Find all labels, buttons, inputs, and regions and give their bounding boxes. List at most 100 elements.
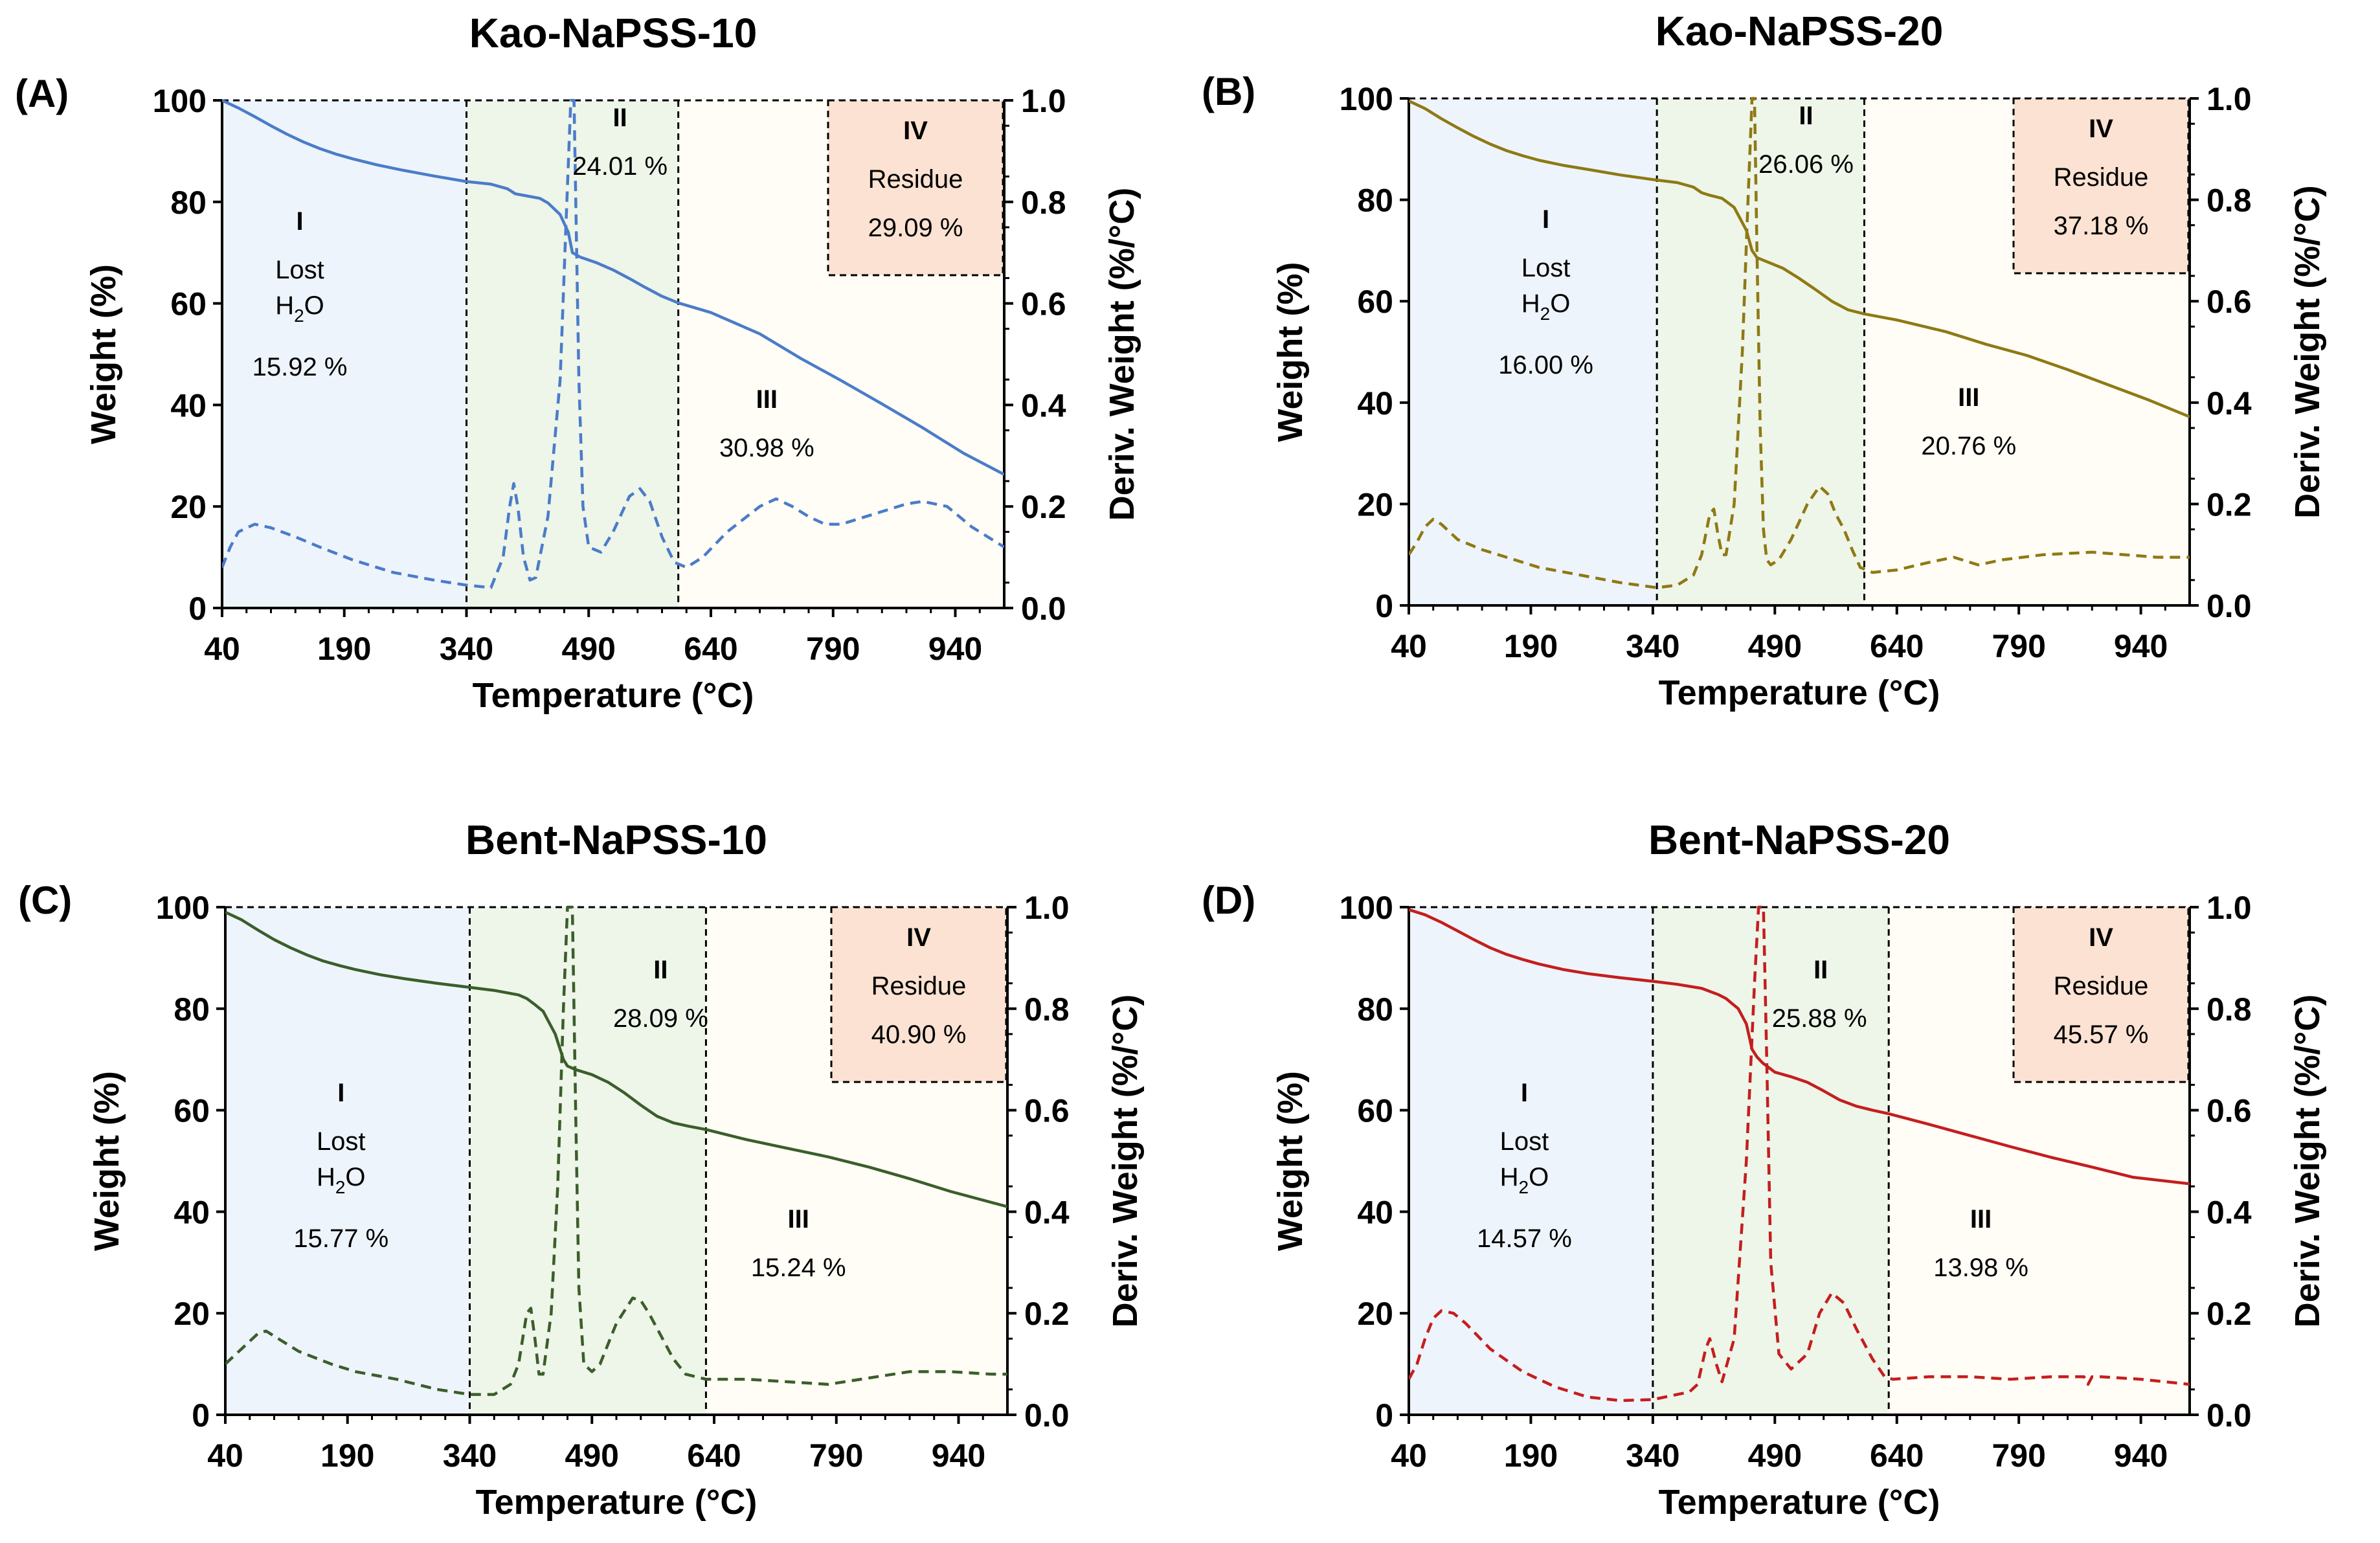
region-iii-value: 20.76 % — [1921, 432, 2016, 460]
h2o-subscript: 2 — [294, 306, 304, 326]
y-right-tick-label: 1.0 — [1024, 890, 1070, 926]
region-ii-background — [1657, 98, 1865, 605]
region-i-h2o-text: H2O — [317, 1163, 366, 1197]
x-tick-label: 640 — [687, 1437, 741, 1474]
x-tick-label: 190 — [317, 631, 371, 667]
y-right-tick-label: 0.4 — [1021, 387, 1066, 423]
x-tick-label: 940 — [928, 631, 982, 667]
panel-label: (D) — [1202, 879, 1255, 922]
panel-title: Bent-NaPSS-10 — [466, 817, 767, 863]
x-tick-label: 340 — [440, 631, 493, 667]
region-i-label: I — [1542, 205, 1549, 234]
y-left-tick-label: 0 — [188, 591, 207, 627]
y-left-axis-label: Weight (%) — [87, 1071, 126, 1251]
residue-label: Residue — [868, 165, 963, 194]
panel-label: (C) — [18, 879, 72, 922]
y-left-tick-label: 60 — [170, 286, 207, 322]
region-iii-value: 13.98 % — [1933, 1254, 2028, 1282]
x-tick-label: 790 — [1992, 628, 2045, 664]
region-iv-value: 29.09 % — [868, 214, 963, 242]
panel-a: 40 190 340 490 640 790 940 0 20 40 60 80 100 0.0 0.2 0.… — [15, 10, 1141, 715]
y-left-tick-label: 0 — [1375, 588, 1393, 624]
x-tick-label: 490 — [1748, 1437, 1802, 1474]
y-right-tick-label: 0.4 — [1024, 1194, 1070, 1230]
region-i-h2o-text: H2O — [275, 291, 324, 326]
y-left-tick-label: 100 — [1340, 81, 1393, 117]
x-tick-label: 640 — [1870, 628, 1924, 664]
region-iv-label: IV — [903, 117, 928, 145]
y-left-tick-label: 20 — [1357, 486, 1393, 523]
region-iii-value: 15.24 % — [751, 1254, 846, 1282]
y-right-tick-label: 0.8 — [1021, 185, 1066, 221]
region-i-h2o-text: H2O — [1500, 1163, 1549, 1197]
y-right-axis-label: Deriv. Weight (%/°C) — [1106, 995, 1145, 1328]
x-tick-label: 790 — [806, 631, 860, 667]
region-i-label: I — [1521, 1079, 1528, 1107]
h2o-subscript: 2 — [335, 1177, 346, 1197]
y-left-tick-label: 20 — [1357, 1296, 1393, 1332]
y-left-axis-label: Weight (%) — [1271, 1071, 1310, 1251]
y-right-tick-label: 0.8 — [1024, 991, 1070, 1028]
y-right-tick-label: 0.0 — [1021, 591, 1066, 627]
region-i-value: 15.77 % — [293, 1224, 388, 1253]
x-tick-label: 790 — [1992, 1437, 2045, 1474]
y-left-tick-label: 20 — [170, 489, 207, 525]
y-left-tick-label: 80 — [1357, 991, 1393, 1028]
region-i-background — [1409, 907, 1653, 1415]
x-tick-label: 640 — [1870, 1437, 1924, 1474]
x-tick-label: 340 — [443, 1437, 497, 1474]
region-iv-label: IV — [2089, 115, 2113, 143]
region-ii-value: 24.01 % — [572, 152, 668, 181]
y-left-tick-label: 60 — [1357, 284, 1393, 320]
y-right-tick-label: 1.0 — [1021, 83, 1066, 119]
region-ii-background — [1652, 907, 1889, 1415]
y-right-tick-label: 0.0 — [2206, 1397, 2252, 1434]
y-left-tick-label: 100 — [156, 890, 210, 926]
y-right-tick-label: 0.6 — [1021, 286, 1066, 322]
y-left-tick-label: 40 — [1357, 1194, 1393, 1230]
y-right-tick-label: 0.6 — [1024, 1093, 1070, 1129]
x-axis-label: Temperature (°C) — [476, 1483, 758, 1522]
region-iii-label: III — [756, 385, 778, 414]
y-left-tick-label: 40 — [170, 387, 207, 423]
region-ii-value: 25.88 % — [1772, 1004, 1867, 1033]
y-left-tick-label: 100 — [153, 83, 207, 119]
derivative-weight-line — [1409, 96, 2190, 589]
x-tick-label: 640 — [684, 631, 737, 667]
y-left-tick-label: 20 — [174, 1296, 210, 1332]
x-tick-label: 40 — [1391, 1437, 1427, 1474]
residue-box — [2012, 906, 2190, 1083]
y-right-tick-label: 0.0 — [1024, 1397, 1070, 1434]
y-right-tick-label: 0.2 — [1024, 1296, 1070, 1332]
panel-title: Kao-NaPSS-10 — [469, 10, 758, 56]
weight-loss-line — [1409, 908, 2190, 1186]
x-tick-label: 190 — [320, 1437, 374, 1474]
y-right-tick-label: 0.0 — [2206, 588, 2252, 624]
x-tick-label: 40 — [1391, 628, 1427, 664]
weight-loss-line — [225, 910, 1007, 1208]
panel-d: 40 190 340 490 640 790 940 0 20 40 60 80 100 0.0 0.2 0.… — [1202, 817, 2327, 1522]
y-left-tick-label: 40 — [174, 1194, 210, 1230]
x-tick-label: 340 — [1626, 1437, 1679, 1474]
region-iv-label: IV — [906, 923, 931, 952]
x-tick-label: 190 — [1504, 628, 1558, 664]
region-i-value: 16.00 % — [1498, 351, 1593, 379]
x-axis-label: Temperature (°C) — [1659, 673, 1940, 712]
panel-label: (A) — [15, 72, 69, 115]
y-left-tick-label: 80 — [1357, 183, 1393, 219]
y-right-tick-label: 0.2 — [2206, 486, 2252, 523]
y-right-tick-label: 0.6 — [2206, 284, 2252, 320]
region-ii-label: II — [653, 956, 668, 984]
panel-title: Bent-NaPSS-20 — [1648, 817, 1950, 863]
panel-label: (B) — [1202, 70, 1255, 113]
region-ii-label: II — [1799, 102, 1813, 130]
y-left-axis-label: Weight (%) — [1271, 262, 1310, 442]
h2o-o: O — [1550, 289, 1570, 318]
y-right-tick-label: 0.4 — [2206, 385, 2252, 422]
region-iv-value: 40.90 % — [871, 1020, 967, 1049]
y-left-tick-label: 60 — [174, 1093, 210, 1129]
region-i-lost-text: Lost — [317, 1127, 366, 1156]
h2o-subscript: 2 — [1540, 304, 1551, 324]
region-iii-label: III — [1958, 383, 1979, 412]
